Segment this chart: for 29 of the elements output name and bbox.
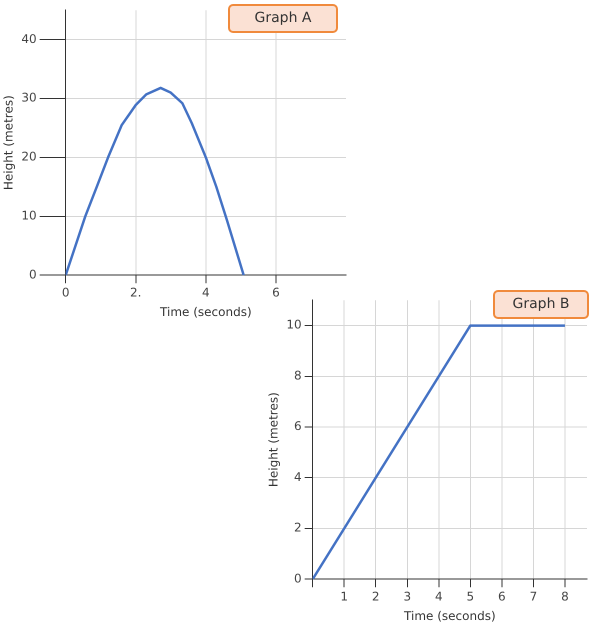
x-tick-label: 5 xyxy=(466,590,474,604)
y-tick-label: 4 xyxy=(294,470,302,484)
y-tick-label: 40 xyxy=(21,32,37,46)
x-tick-label: 4 xyxy=(434,590,443,604)
y-tick-label: 30 xyxy=(21,90,37,105)
x-tick-label: 1 xyxy=(340,590,348,604)
y-tick-label: 8 xyxy=(294,368,302,382)
x-tick-label: 4 xyxy=(202,286,210,300)
y-tick-label: 6 xyxy=(294,419,302,434)
x-axis-title: Time (seconds) xyxy=(159,304,252,319)
x-tick-label: 2. xyxy=(130,286,142,300)
y-tick-label: 10 xyxy=(21,208,37,222)
x-tick-label: 6 xyxy=(272,286,280,300)
x-tick-label: 2 xyxy=(372,590,380,604)
y-tick-label: 0 xyxy=(29,267,37,282)
y-tick-label: 0 xyxy=(294,571,302,586)
x-axis-title: Time (seconds) xyxy=(403,608,496,623)
y-tick-label: 10 xyxy=(286,318,302,332)
x-tick-label: 8 xyxy=(561,590,569,604)
y-tick-label: 2 xyxy=(294,520,302,535)
x-tick-label: 6 xyxy=(498,590,506,604)
x-tick-label: 0 xyxy=(62,286,70,300)
title-box: Graph A xyxy=(228,4,338,33)
x-tick-label: 7 xyxy=(530,590,538,604)
y-axis-title: Height (metres) xyxy=(266,392,280,488)
y-tick-label: 20 xyxy=(21,150,37,164)
title-box: Graph B xyxy=(493,290,589,319)
y-axis-title: Height (metres) xyxy=(1,95,16,190)
x-tick-label: 3 xyxy=(403,590,412,604)
